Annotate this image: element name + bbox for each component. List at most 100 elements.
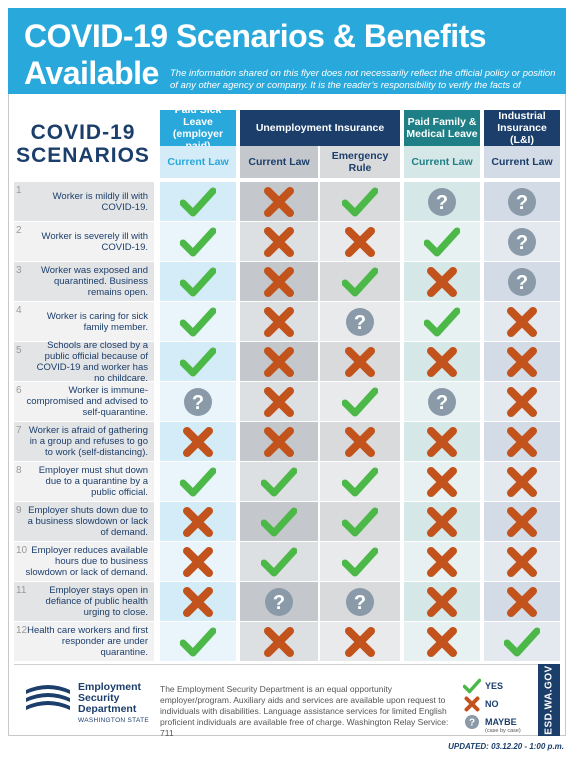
table-cell-yes	[160, 342, 236, 381]
question-icon: ?	[265, 587, 293, 616]
question-icon: ?	[508, 187, 536, 216]
table-cell-yes	[320, 182, 400, 221]
svg-text:?: ?	[273, 592, 285, 614]
esd-logo: Employment Security Department WASHINGTO…	[24, 680, 154, 730]
table-cell-maybe: ?	[320, 302, 400, 341]
check-icon	[342, 547, 378, 576]
x-icon	[427, 586, 457, 617]
page-title: COVID-19 Scenarios & Benefits Available	[24, 18, 487, 91]
x-icon	[183, 426, 213, 457]
row-scenario-text: Worker is mildly ill with COVID-19.	[52, 190, 148, 213]
table-cell-yes	[404, 222, 480, 261]
table-cell-no	[240, 262, 318, 301]
x-icon	[507, 466, 537, 497]
legend-maybe-sub: (case by case)	[485, 728, 521, 734]
scenarios-title-line1: COVID-19	[30, 121, 136, 144]
table-cell-no	[404, 262, 480, 301]
sub-li-current: Current Law	[484, 146, 560, 178]
check-icon	[342, 187, 378, 216]
table-cell-maybe: ?	[404, 182, 480, 221]
x-icon	[264, 186, 294, 217]
legend-maybe: ? MAYBE	[463, 714, 517, 730]
table-cell-no	[484, 422, 560, 461]
check-icon	[261, 547, 297, 576]
sub-ui-current: Current Law	[240, 146, 318, 178]
table-cell-no	[484, 502, 560, 541]
x-icon	[507, 386, 537, 417]
table-cell-no	[484, 342, 560, 381]
row-scenario-text: Worker was exposed and quarantined. Busi…	[40, 265, 148, 298]
x-icon	[264, 226, 294, 257]
svg-text:?: ?	[516, 232, 528, 254]
scenarios-title: COVID-19 SCENARIOS	[14, 121, 152, 175]
table-cell-no	[484, 382, 560, 421]
table-cell-maybe: ?	[484, 182, 560, 221]
row-scenario-text: Worker is afraid of gathering in a group…	[28, 425, 148, 458]
x-icon	[507, 586, 537, 617]
table-row	[14, 542, 154, 581]
col-paid-family: Paid Family & Medical Leave	[404, 110, 480, 146]
x-icon	[264, 626, 294, 657]
check-icon	[180, 627, 216, 656]
table-cell-no	[240, 622, 318, 661]
row-number: 12	[16, 625, 28, 636]
table-cell-no	[320, 342, 400, 381]
svg-text:?: ?	[354, 592, 366, 614]
x-icon	[264, 266, 294, 297]
table-cell-no	[240, 222, 318, 261]
check-icon	[261, 507, 297, 536]
table-cell-yes	[404, 302, 480, 341]
x-icon	[345, 426, 375, 457]
table-cell-no	[160, 582, 236, 621]
table-cell-yes	[320, 502, 400, 541]
table-cell-no	[404, 422, 480, 461]
row-number: 8	[16, 465, 22, 476]
check-icon	[342, 507, 378, 536]
disclaimer: The information shared on this flyer doe…	[170, 68, 556, 103]
table-cell-maybe: ?	[240, 582, 318, 621]
svg-text:?: ?	[516, 272, 528, 294]
table-cell-yes	[240, 542, 318, 581]
x-icon	[345, 626, 375, 657]
table-cell-no	[404, 542, 480, 581]
x-icon	[345, 226, 375, 257]
table-cell-yes	[160, 622, 236, 661]
table-cell-yes	[160, 222, 236, 261]
check-icon	[180, 307, 216, 336]
check-icon	[342, 467, 378, 496]
row-number: 5	[16, 345, 22, 356]
svg-text:?: ?	[192, 392, 204, 414]
footer-text: The Employment Security Department is an…	[160, 684, 449, 738]
x-icon	[427, 626, 457, 657]
row-scenario-text: Employer stays open in defiance of publi…	[45, 585, 148, 618]
table-cell-yes	[160, 302, 236, 341]
check-icon	[463, 678, 481, 694]
x-icon	[507, 426, 537, 457]
row-scenario-text: Worker is severely ill with COVID-19.	[41, 230, 148, 253]
table-cell-no	[404, 342, 480, 381]
scenarios-title-line2: SCENARIOS	[16, 144, 150, 167]
question-icon: ?	[428, 387, 456, 416]
table-row	[14, 382, 154, 421]
svg-text:?: ?	[436, 392, 448, 414]
question-icon: ?	[428, 187, 456, 216]
table-cell-yes	[160, 262, 236, 301]
check-icon	[180, 267, 216, 296]
table-cell-maybe: ?	[160, 382, 236, 421]
question-icon: ?	[346, 587, 374, 616]
footer-divider	[14, 664, 560, 665]
row-number: 7	[16, 425, 22, 436]
svg-text:?: ?	[354, 312, 366, 334]
x-icon	[427, 546, 457, 577]
legend-yes: YES	[463, 678, 503, 694]
row-number: 11	[16, 585, 27, 596]
x-icon	[464, 696, 480, 712]
check-icon	[342, 387, 378, 416]
table-cell-no	[320, 422, 400, 461]
table-cell-yes	[160, 182, 236, 221]
table-cell-yes	[320, 542, 400, 581]
x-icon	[183, 506, 213, 537]
table-row	[14, 262, 154, 301]
table-cell-yes	[320, 382, 400, 421]
table-cell-no	[240, 422, 318, 461]
